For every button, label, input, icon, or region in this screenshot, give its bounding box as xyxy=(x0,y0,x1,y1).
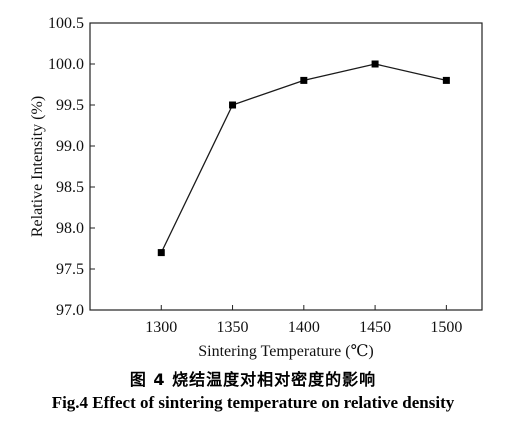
y-tick-label: 99.0 xyxy=(56,138,84,155)
x-tick-label: 1350 xyxy=(217,319,249,336)
data-point-marker xyxy=(157,249,165,257)
y-tick-label: 97.0 xyxy=(56,302,84,319)
y-tick-label: 100.5 xyxy=(48,15,84,32)
series xyxy=(157,60,450,257)
data-point-marker xyxy=(371,60,379,68)
y-axis-label: Relative Intensity (%) xyxy=(29,96,46,237)
x-tick-label: 1500 xyxy=(430,319,462,336)
y-tick-label: 98.0 xyxy=(56,220,84,237)
x-axis-label: Sintering Temperature (℃) xyxy=(198,343,374,360)
figure-caption-english: Fig.4 Effect of sintering temperature on… xyxy=(51,393,455,412)
data-point-marker xyxy=(229,101,237,109)
plot-frame xyxy=(89,22,483,311)
y-tick-label: 99.5 xyxy=(56,97,84,114)
y-tick-label: 98.5 xyxy=(56,179,84,196)
y-tick-label: 97.5 xyxy=(56,261,84,278)
y-tick-label: 100.0 xyxy=(48,56,84,73)
x-tick-label: 1450 xyxy=(359,319,391,336)
plot-area-border xyxy=(89,22,483,311)
x-axis-ticks: 1300 1350 1400 1450 1500 xyxy=(145,305,462,336)
data-point-marker xyxy=(442,76,450,84)
x-tick-label: 1400 xyxy=(288,319,320,336)
x-tick-label: 1300 xyxy=(145,319,177,336)
series-line xyxy=(160,63,447,253)
y-axis-ticks: 97.0 97.5 98.0 98.5 99.0 99.5 100.0 100.5 xyxy=(48,15,95,319)
figure-caption-chinese: 图 4 烧结温度对相对密度的影响 xyxy=(129,370,377,389)
data-point-marker xyxy=(300,76,308,84)
